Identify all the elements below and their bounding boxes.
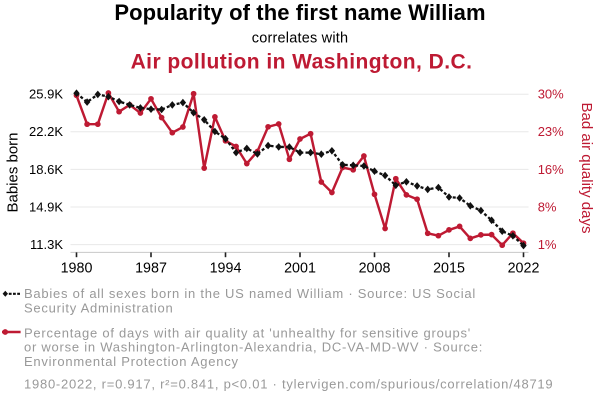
svg-text:Environmental Protection Agenc: Environmental Protection Agency: [24, 354, 239, 369]
svg-text:Bad air quality days: Bad air quality days: [578, 103, 595, 234]
svg-text:2022: 2022: [508, 260, 540, 276]
svg-text:2001: 2001: [284, 260, 316, 276]
svg-text:Air pollution in Washington, D: Air pollution in Washington, D.C.: [131, 50, 473, 73]
svg-text:30%: 30%: [538, 87, 564, 102]
svg-text:1980-2022, r=0.917, r²=0.841,: 1980-2022, r=0.917, r²=0.841, p<0.01 · t…: [24, 377, 553, 392]
svg-text:2015: 2015: [433, 260, 465, 276]
svg-text:1994: 1994: [210, 260, 242, 276]
svg-text:1%: 1%: [538, 237, 557, 252]
svg-text:1987: 1987: [135, 260, 167, 276]
svg-text:23%: 23%: [538, 124, 564, 139]
svg-text:1980: 1980: [61, 260, 93, 276]
svg-text:14.9K: 14.9K: [29, 199, 63, 214]
svg-text:22.2K: 22.2K: [29, 124, 63, 139]
svg-text:Security Administration: Security Administration: [24, 300, 173, 315]
svg-text:8%: 8%: [538, 199, 557, 214]
svg-text:25.9K: 25.9K: [29, 87, 63, 102]
svg-text:Percentage of days with air qu: Percentage of days with air quality at '…: [24, 326, 471, 341]
svg-text:correlates with: correlates with: [252, 31, 348, 47]
svg-text:18.6K: 18.6K: [29, 162, 63, 177]
svg-text:Babies born: Babies born: [5, 132, 22, 212]
svg-text:Babies of all sexes born in th: Babies of all sexes born in the US named…: [24, 286, 476, 301]
svg-text:or worse in Washington-Arlingt: or worse in Washington-Arlington-Alexand…: [24, 340, 483, 355]
svg-text:2008: 2008: [359, 260, 391, 276]
svg-text:11.3K: 11.3K: [30, 237, 63, 252]
svg-text:16%: 16%: [538, 162, 564, 177]
svg-text:Popularity of the first name W: Popularity of the first name William: [114, 0, 485, 25]
